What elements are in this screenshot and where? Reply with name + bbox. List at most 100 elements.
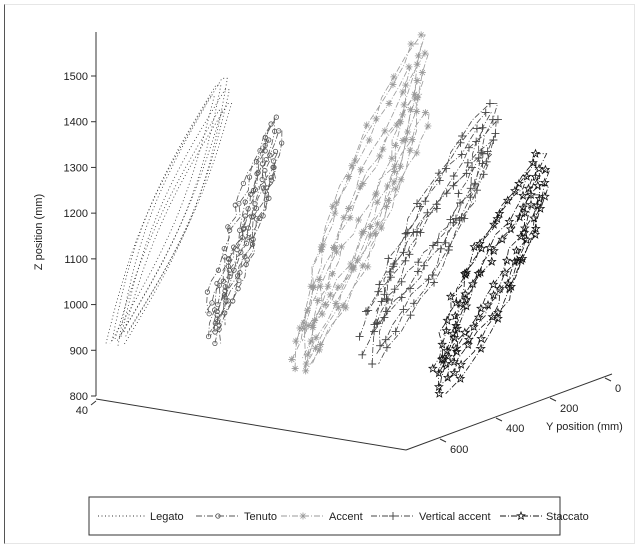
data-point xyxy=(518,190,528,200)
data-point xyxy=(244,257,250,263)
data-point xyxy=(212,329,218,335)
data-point xyxy=(263,196,269,202)
data-point xyxy=(466,193,475,202)
data-point xyxy=(495,283,505,293)
data-point xyxy=(489,219,499,229)
y-tick-label: 0 xyxy=(615,383,621,395)
data-point xyxy=(242,213,248,219)
data-point xyxy=(391,141,399,149)
series-line xyxy=(117,77,228,346)
data-point xyxy=(468,321,479,331)
data-point xyxy=(489,245,499,255)
data-point xyxy=(433,381,444,391)
data-point xyxy=(351,157,359,165)
y-tick xyxy=(495,417,503,422)
data-point xyxy=(384,197,392,205)
data-point xyxy=(389,81,397,89)
data-point xyxy=(359,262,367,270)
data-point xyxy=(427,363,438,373)
data-point xyxy=(209,300,215,306)
data-point xyxy=(375,280,384,289)
data-point xyxy=(331,245,339,253)
data-point xyxy=(247,191,254,197)
data-point xyxy=(381,335,390,344)
data-point xyxy=(401,256,410,265)
data-point xyxy=(354,216,362,224)
data-point xyxy=(253,216,260,222)
data-point xyxy=(414,258,423,267)
data-point xyxy=(483,299,493,310)
data-point xyxy=(497,234,508,244)
data-point xyxy=(240,180,247,187)
data-point xyxy=(315,275,323,283)
data-point xyxy=(317,341,325,349)
data-point xyxy=(214,308,220,315)
data-point xyxy=(428,271,437,279)
y-axis-label: Y position (mm) xyxy=(546,421,623,433)
y-tick xyxy=(604,377,612,382)
data-point xyxy=(413,60,421,68)
data-point xyxy=(227,273,233,280)
data-point xyxy=(222,288,228,294)
data-point xyxy=(326,291,334,299)
data-point xyxy=(358,350,367,359)
legend-label: Vertical accent xyxy=(419,511,491,523)
data-point xyxy=(417,31,425,39)
data-point xyxy=(441,325,452,335)
data-point xyxy=(478,149,487,158)
data-point xyxy=(399,305,408,314)
data-point xyxy=(263,156,269,163)
data-point xyxy=(517,253,528,263)
data-point xyxy=(361,307,370,316)
legend-label: Accent xyxy=(329,511,363,523)
data-point xyxy=(391,167,399,175)
data-point xyxy=(494,208,505,218)
data-point xyxy=(388,154,396,162)
data-point xyxy=(310,283,318,291)
data-point xyxy=(455,216,464,224)
data-point xyxy=(442,372,453,382)
data-point xyxy=(253,159,260,165)
data-point xyxy=(407,106,415,114)
data-point xyxy=(358,229,366,237)
data-point xyxy=(434,169,443,178)
data-point xyxy=(466,184,475,193)
data-point xyxy=(215,267,222,273)
data-point xyxy=(279,140,285,146)
data-point xyxy=(270,158,277,164)
data-point xyxy=(456,199,465,207)
data-point xyxy=(519,223,530,233)
data-point xyxy=(540,164,551,174)
data-point xyxy=(423,208,432,217)
data-point xyxy=(472,137,481,146)
z-tick-label: 1200 xyxy=(64,208,88,220)
data-point xyxy=(391,162,399,170)
data-point xyxy=(372,115,380,123)
data-point xyxy=(421,109,429,117)
data-point xyxy=(442,164,451,173)
data-point xyxy=(374,287,383,296)
z-tick-label: 1000 xyxy=(64,300,88,312)
data-point xyxy=(504,283,515,293)
legend-marker xyxy=(516,510,526,521)
data-point xyxy=(315,346,323,354)
data-point xyxy=(437,353,448,363)
data-point xyxy=(532,200,542,211)
data-point xyxy=(391,327,400,336)
legend: Legato Tenuto Accent Vertical accent Staccat… xyxy=(88,496,589,536)
series-line xyxy=(123,103,233,333)
legend-marker xyxy=(215,513,221,519)
data-point xyxy=(404,128,412,136)
data-point xyxy=(366,231,374,239)
data-point xyxy=(214,319,220,325)
plot-area xyxy=(105,31,551,398)
data-point xyxy=(245,206,251,212)
data-point xyxy=(322,301,330,309)
data-point xyxy=(384,254,393,263)
data-point xyxy=(372,189,380,197)
data-point xyxy=(399,248,408,257)
data-point xyxy=(452,323,463,333)
series-staccato xyxy=(427,148,551,398)
data-point xyxy=(456,359,466,369)
series-legato xyxy=(105,77,233,346)
